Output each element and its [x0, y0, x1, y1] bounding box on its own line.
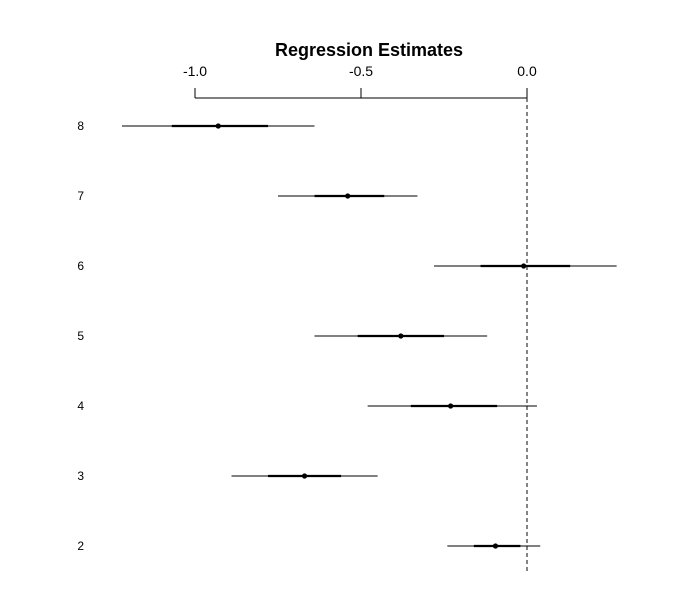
point-estimate	[398, 333, 404, 339]
point-estimate	[492, 543, 499, 549]
estimate-row: 2	[77, 539, 541, 553]
point-estimate	[345, 193, 351, 199]
x-axis: -1.0 -0.5 0.0	[183, 63, 537, 99]
estimate-rows: 8 7 6 5 4 3 2	[77, 119, 617, 553]
estimate-row: 7	[77, 189, 418, 203]
x-tick-label: -1.0	[183, 63, 207, 79]
estimate-row: 6	[77, 259, 617, 273]
point-estimate	[215, 123, 221, 129]
category-label: 5	[77, 329, 84, 343]
point-estimate	[448, 403, 454, 409]
category-label: 2	[77, 539, 84, 553]
estimate-row: 3	[77, 469, 378, 483]
category-label: 4	[77, 399, 84, 413]
point-estimate	[521, 263, 527, 269]
x-tick-label: 0.0	[517, 63, 537, 79]
estimate-row: 8	[77, 119, 315, 133]
category-label: 6	[77, 259, 84, 273]
estimate-row: 5	[77, 329, 488, 343]
point-estimate	[301, 473, 308, 479]
estimate-row: 4	[77, 399, 537, 413]
x-tick-label: -0.5	[349, 63, 373, 79]
chart-title: Regression Estimates	[275, 40, 463, 60]
category-label: 7	[77, 189, 84, 203]
category-label: 3	[77, 469, 84, 483]
category-label: 8	[77, 119, 84, 133]
